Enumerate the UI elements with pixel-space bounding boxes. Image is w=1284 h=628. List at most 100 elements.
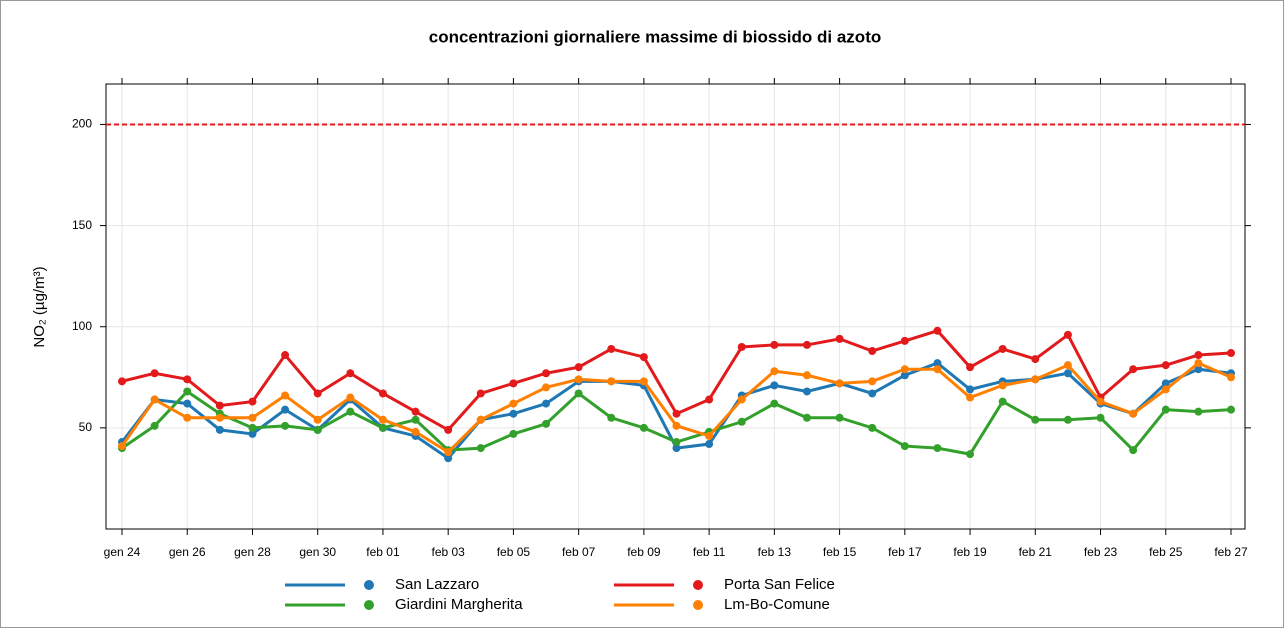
x-tick-label: gen 26: [169, 545, 206, 559]
data-point: [118, 442, 126, 451]
data-point: [705, 431, 714, 440]
data-point: [509, 429, 518, 438]
data-point: [933, 326, 942, 335]
x-tick-label: gen 30: [299, 545, 336, 559]
data-point: [509, 399, 518, 408]
data-point: [1031, 375, 1040, 384]
data-point: [1031, 415, 1040, 424]
data-point: [737, 342, 746, 351]
data-point: [1031, 355, 1040, 364]
data-point: [476, 389, 485, 398]
x-tick-label: feb 01: [366, 545, 400, 559]
data-point: [215, 401, 224, 410]
legend-label: Porta San Felice: [724, 576, 835, 593]
y-axis-label: NO₂ (µg/m³): [31, 266, 48, 347]
data-point: [281, 391, 290, 400]
data-point: [802, 413, 811, 422]
data-point: [150, 421, 159, 430]
data-point: [900, 371, 909, 380]
data-point: [802, 371, 811, 380]
data-point: [1063, 415, 1072, 424]
data-point: [966, 450, 975, 459]
data-point: [1063, 330, 1072, 339]
data-point: [574, 375, 583, 384]
data-point: [150, 369, 159, 378]
data-point: [672, 444, 681, 453]
data-point: [607, 377, 616, 386]
data-point: [966, 385, 975, 394]
data-point: [248, 397, 257, 406]
data-point: [966, 393, 975, 402]
data-point: [770, 381, 779, 390]
data-point: [1194, 407, 1203, 416]
data-point: [574, 389, 583, 398]
x-tick-label: feb 11: [693, 545, 726, 559]
data-point: [705, 395, 714, 404]
x-tick-label: feb 15: [823, 545, 857, 559]
legend-label: Lm-Bo-Comune: [724, 596, 830, 613]
legend-marker: [693, 580, 703, 590]
data-point: [672, 409, 681, 418]
data-point: [868, 347, 877, 355]
x-tick-label: feb 19: [953, 545, 987, 559]
data-point: [248, 429, 257, 438]
data-point: [476, 444, 485, 453]
data-point: [1227, 373, 1235, 382]
data-point: [542, 419, 551, 428]
data-point: [835, 413, 844, 422]
data-point: [835, 379, 844, 388]
data-point: [900, 365, 909, 374]
data-point: [313, 389, 322, 398]
data-point: [1129, 446, 1138, 455]
data-point: [998, 397, 1007, 406]
plot-area: [105, 83, 1246, 530]
legend-marker: [364, 580, 374, 590]
data-point: [1161, 405, 1170, 414]
data-point: [672, 438, 681, 447]
legend-marker: [693, 600, 703, 610]
data-point: [542, 399, 551, 408]
data-point: [737, 395, 746, 404]
data-point: [183, 413, 192, 422]
data-point: [1063, 361, 1072, 370]
x-tick-label: feb 27: [1214, 545, 1248, 559]
y-tick-label: 150: [72, 218, 92, 232]
data-point: [1194, 359, 1203, 368]
data-point: [607, 344, 616, 353]
data-point: [770, 399, 779, 408]
data-point: [183, 387, 192, 396]
data-point: [444, 425, 453, 434]
data-point: [998, 381, 1007, 390]
data-point: [118, 377, 126, 386]
data-point: [835, 334, 844, 343]
data-point: [346, 369, 355, 378]
data-point: [933, 444, 942, 453]
data-point: [1161, 379, 1170, 388]
x-tick-label: feb 17: [888, 545, 922, 559]
data-point: [1129, 409, 1138, 418]
data-point: [346, 407, 355, 416]
data-point: [1063, 369, 1072, 378]
data-point: [574, 363, 583, 372]
data-point: [542, 369, 551, 378]
data-point: [770, 340, 779, 349]
data-point: [1227, 349, 1235, 358]
data-point: [183, 399, 192, 408]
x-tick-label: feb 21: [1019, 545, 1053, 559]
data-point: [542, 383, 551, 392]
data-point: [378, 423, 387, 432]
data-point: [1161, 361, 1170, 370]
data-point: [639, 377, 648, 386]
data-point: [1129, 365, 1138, 374]
data-point: [509, 409, 518, 418]
data-point: [802, 387, 811, 396]
data-point: [802, 340, 811, 349]
data-point: [1161, 385, 1170, 394]
data-point: [411, 427, 420, 436]
data-point: [1096, 413, 1105, 422]
data-point: [933, 365, 942, 374]
data-point: [1194, 351, 1203, 360]
data-point: [868, 423, 877, 432]
x-tick-label: feb 23: [1084, 545, 1118, 559]
